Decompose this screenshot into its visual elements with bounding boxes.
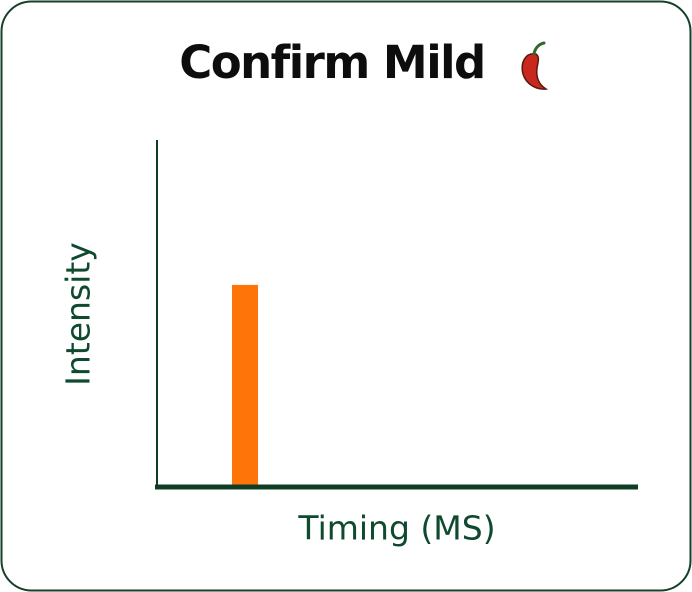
y-axis-label: Intensity [59, 242, 98, 386]
chart-title: Confirm Mild [179, 36, 485, 89]
chili-icon [521, 41, 549, 90]
x-axis-label: Timing (MS) [297, 509, 495, 548]
bar [232, 284, 258, 485]
